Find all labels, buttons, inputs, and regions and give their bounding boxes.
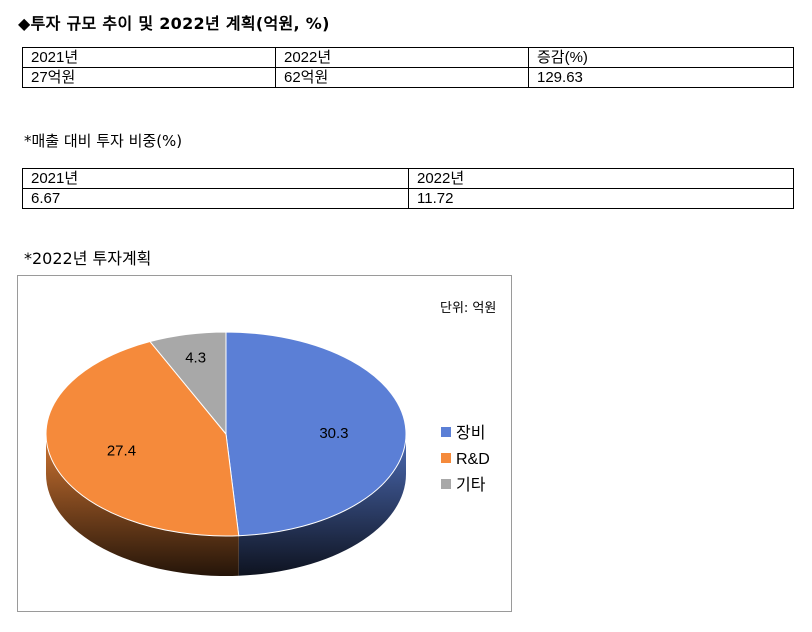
investment-ratio-table: 2021년 2022년 6.67 11.72 [22,168,794,209]
table-header-cell: 2022년 [275,47,529,68]
pie-slice-side-1 [46,434,239,576]
pie-chart-svg: 30.3 27.4 4.3 장비 R&D 기타 [45,331,490,576]
pie-chart: 30.3 27.4 4.3 장비 R&D 기타 [17,275,512,612]
legend-label: 장비 [456,424,485,442]
table-header-cell: 2022년 [408,168,794,189]
pie-slice-2 [149,331,227,436]
legend-label: 기타 [456,476,486,494]
table-cell: 11.72 [408,188,794,209]
data-label: 4.3 [185,349,206,366]
legend-swatch [441,453,451,463]
data-label: 30.3 [319,425,348,442]
table-header-cell: 2021년 [22,168,409,189]
pie-slice-side-0 [238,434,407,576]
section-subtitle: *매출 대비 투자 비중(%) [24,132,183,150]
page-title: ◆투자 규모 추이 및 2022년 계획(억원, %) [18,14,330,33]
table-header-row: 2021년 2022년 [22,168,794,189]
table-header-cell: 2021년 [22,47,276,68]
table-row: 27억원 62억원 129.63 [22,67,794,88]
table-row: 6.67 11.72 [22,188,794,209]
investment-trend-table: 2021년 2022년 증감(%) 27억원 62억원 129.63 [22,47,794,88]
legend-swatch [441,479,451,489]
table-cell: 6.67 [22,188,409,209]
table-cell: 62억원 [275,67,529,88]
pie-slice-1 [45,340,240,537]
legend-label: R&D [456,451,490,468]
table-cell: 129.63 [528,67,794,88]
table-cell: 27억원 [22,67,276,88]
section-subtitle: *2022년 투자계획 [24,249,152,268]
table-header-cell: 증감(%) [528,47,794,68]
legend-swatch [441,427,451,437]
data-label: 27.4 [107,442,136,459]
unit-label: 단위: 억원 [440,301,497,316]
table-header-row: 2021년 2022년 증감(%) [22,47,794,68]
pie-slice-0 [225,331,407,537]
